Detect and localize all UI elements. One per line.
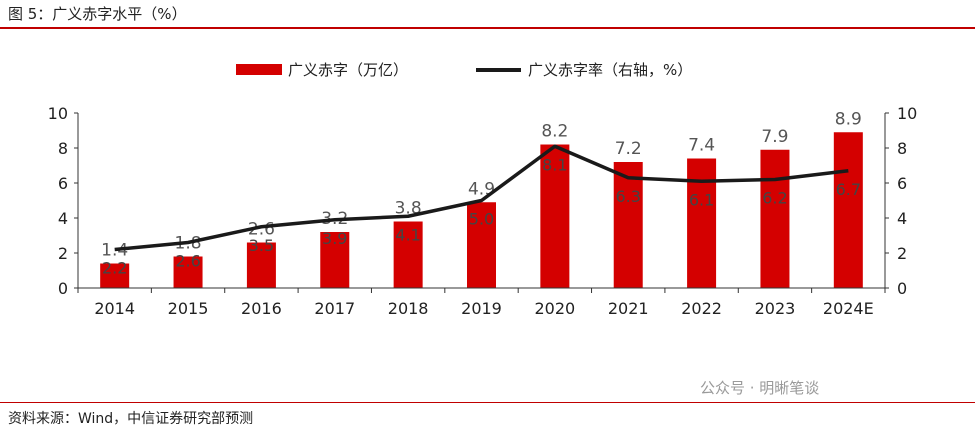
line-value-label: 6.1 [689, 190, 714, 209]
bar [100, 263, 130, 288]
left-axis: 0 2 4 6 8 10 [48, 104, 79, 298]
bar [760, 149, 790, 288]
line-value-label: 6.3 [616, 187, 641, 206]
right-axis-tick-label: 8 [897, 139, 907, 158]
line-series [114, 144, 849, 252]
bar [320, 232, 350, 288]
x-axis-tick-label: 2014 [94, 299, 135, 318]
watermark: 公众号 · 明晰笔谈 [700, 379, 820, 397]
left-axis-tick-label: 4 [58, 209, 68, 228]
x-axis-tick-label: 2019 [461, 299, 502, 318]
line-value-label: 6.2 [762, 189, 787, 208]
figure-title: 图 5：广义赤字水平（%） [8, 5, 187, 23]
bar-value-label: 7.4 [688, 136, 715, 156]
legend-line-label: 广义赤字率（右轴，%） [528, 61, 692, 79]
bar [246, 242, 276, 288]
bar-value-label: 8.9 [835, 109, 862, 129]
line-value-label: 2.2 [102, 259, 127, 278]
x-axis-tick-label: 2024E [823, 299, 874, 318]
bottom-rule [0, 402, 975, 403]
chart: 广义赤字（万亿） 广义赤字率（右轴，%） 0 2 4 6 8 10 0 2 4 6 8 10 201… [48, 61, 918, 318]
bar-value-label: 4.9 [468, 179, 495, 199]
line-value-label: 3.9 [322, 229, 347, 248]
bar-value-label: 7.9 [761, 127, 788, 147]
top-rule [0, 27, 975, 29]
right-axis-tick-label: 6 [897, 174, 907, 193]
x-axis-tick-label: 2016 [241, 299, 282, 318]
legend-bar-label: 广义赤字（万亿） [288, 61, 408, 79]
line-value-label: 4.1 [395, 225, 420, 244]
bar-value-label: 1.4 [101, 241, 128, 261]
x-axis: 2014 2015 2016 2017 2018 2019 2020 2021 2022 2023… [77, 287, 886, 318]
line-value-label: 6.7 [836, 180, 861, 199]
x-axis-tick-label: 2023 [755, 299, 796, 318]
bars [100, 132, 863, 288]
deficit-rate-line [114, 144, 849, 252]
right-axis: 0 2 4 6 8 10 [884, 104, 917, 298]
x-axis-tick-label: 2022 [681, 299, 722, 318]
bar [393, 221, 423, 288]
bar-value-label: 7.2 [615, 139, 642, 159]
bar [540, 144, 570, 288]
left-axis-tick-label: 10 [48, 104, 68, 123]
line-value-label: 5.0 [469, 210, 494, 229]
right-axis-tick-label: 0 [897, 279, 907, 298]
right-axis-tick-label: 4 [897, 209, 907, 228]
source-note: 资料来源：Wind，中信证券研究部预测 [8, 411, 254, 427]
left-axis-tick-label: 0 [58, 279, 68, 298]
line-value-label: 2.6 [175, 252, 200, 271]
bar [833, 132, 863, 288]
right-axis-tick-label: 2 [897, 244, 907, 263]
right-axis-tick-label: 10 [897, 104, 917, 123]
x-axis-tick-label: 2018 [388, 299, 429, 318]
left-axis-tick-label: 2 [58, 244, 68, 263]
left-axis-tick-label: 8 [58, 139, 68, 158]
bar-value-label: 8.2 [541, 122, 568, 142]
legend-bar-swatch [236, 64, 282, 75]
line-value-label: 3.5 [249, 236, 274, 255]
x-axis-tick-label: 2021 [608, 299, 649, 318]
line-value-label: 8.1 [542, 155, 567, 174]
x-axis-tick-label: 2017 [314, 299, 355, 318]
bar [687, 158, 717, 288]
bar [467, 202, 496, 288]
x-axis-tick-label: 2020 [535, 299, 576, 318]
legend: 广义赤字（万亿） 广义赤字率（右轴，%） [236, 61, 692, 79]
line-labels: 2.2 2.6 3.5 3.9 4.1 5.0 8.1 6.3 6.1 6.2 6.7 [102, 155, 861, 277]
x-axis-tick-label: 2015 [168, 299, 209, 318]
bar [613, 162, 643, 288]
left-axis-tick-label: 6 [58, 174, 68, 193]
bar [173, 256, 203, 288]
